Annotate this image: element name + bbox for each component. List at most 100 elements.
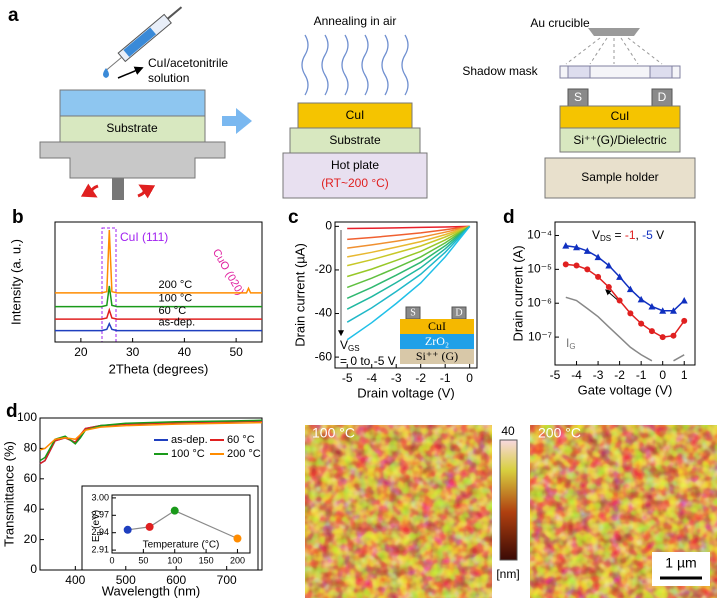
x-tick-label: -4 — [571, 368, 582, 382]
data-point — [233, 534, 242, 543]
legend-entry: 100 °C — [171, 448, 205, 460]
data-point — [583, 247, 591, 254]
y-axis-label: Drain current (A) — [510, 245, 525, 341]
layer-label: Substrate — [329, 133, 381, 147]
data-point — [123, 525, 132, 534]
series-line — [347, 225, 470, 267]
x-tick-label: 400 — [65, 573, 85, 587]
eg-subscript: g — [96, 531, 103, 535]
data-point — [669, 307, 677, 314]
y-tick-label: 10⁻⁴ — [527, 228, 552, 242]
plot-frame — [554, 221, 696, 366]
plot-frame — [111, 494, 251, 554]
y-tick-label: 20 — [24, 532, 38, 546]
series-line — [39, 421, 263, 451]
y-tick-label: 10⁻⁶ — [527, 295, 552, 309]
series-line — [55, 321, 262, 332]
x-tick-label: 0 — [466, 371, 473, 385]
peak-label: CuI (111) — [120, 230, 168, 244]
x-axis-label: Wavelength (nm) — [102, 583, 201, 598]
x-tick-label: 30 — [126, 345, 140, 359]
y-tick-label: 10⁻⁷ — [528, 329, 552, 343]
data-point — [170, 506, 179, 515]
electrode-label: D — [455, 307, 462, 318]
scale-box — [652, 552, 710, 586]
series-line — [565, 296, 685, 362]
vgs-symbol: V — [340, 338, 348, 352]
y-tick-label: -40 — [315, 306, 333, 320]
layer-label: Si⁺⁺ (G) — [416, 349, 458, 363]
panel-label: c — [288, 207, 299, 228]
data-point — [584, 266, 591, 273]
connector — [127, 509, 238, 540]
layer-label: ZrO₂ — [425, 334, 449, 348]
series-line — [346, 225, 471, 310]
y-tick-label: 0 — [325, 219, 332, 233]
layer-label: CuI — [346, 108, 365, 122]
y-axis-label: Intensity (a. u.) — [8, 239, 23, 325]
series-line — [346, 225, 471, 278]
data-point — [562, 261, 569, 268]
panel-label: d — [503, 207, 515, 228]
afm-label: 100 °C — [312, 425, 355, 441]
x-axis-label: Temperature (°C) — [143, 540, 220, 551]
series-line — [39, 419, 263, 462]
x-tick-label: 50 — [138, 555, 148, 565]
data-point — [595, 273, 602, 280]
series-line — [55, 307, 262, 320]
vgs-subscript: GS — [348, 344, 360, 353]
series-line — [346, 225, 471, 289]
legend-entry: 60 °C — [227, 434, 255, 446]
x-tick-label: 50 — [229, 345, 243, 359]
series-line — [347, 225, 470, 241]
series-label: 200 °C — [159, 279, 193, 291]
y-axis-label: Transmittance (%) — [1, 441, 16, 547]
annealing-label: Annealing in air — [314, 14, 397, 28]
layer-label: Hot plate — [331, 158, 379, 172]
x-tick-label: 0 — [109, 555, 114, 565]
spin-coat-schematic — [39, 6, 252, 200]
data-point — [681, 317, 688, 324]
solution-label: solution — [148, 71, 189, 85]
layer-label: Sample holder — [581, 170, 658, 184]
x-tick-label: -3 — [593, 368, 604, 382]
series-line — [347, 225, 470, 258]
legend-entry: -1 — [625, 228, 636, 242]
plot-frame — [334, 221, 478, 369]
legend-entry: 200 °C — [227, 448, 261, 460]
y-tick-label: 2.91 — [91, 544, 109, 554]
crucible-label: Au crucible — [530, 16, 590, 30]
ig-label: IG — [566, 336, 576, 351]
x-tick-label: 0 — [659, 368, 666, 382]
colorbar-unit: [nm] — [496, 567, 519, 581]
data-point — [573, 243, 581, 251]
legend-entry: as-dep. — [171, 434, 208, 446]
device-inset — [400, 306, 474, 364]
data-point — [637, 295, 645, 303]
afm-label: 200 °C — [538, 425, 581, 441]
y-tick-label: 3.00 — [91, 492, 109, 502]
series-line — [346, 225, 471, 341]
series-line — [347, 225, 470, 230]
x-tick-label: -4 — [366, 371, 377, 385]
x-tick-label: -1 — [636, 368, 647, 382]
y-tick-label: 2.97 — [91, 510, 109, 520]
x-tick-label: -2 — [614, 368, 625, 382]
colorbar — [499, 439, 518, 561]
annealing-schematic — [301, 34, 409, 96]
plot-frame — [39, 417, 263, 571]
eg-symbol: E — [91, 535, 102, 542]
substrate-layer — [289, 127, 421, 154]
data-point — [648, 303, 656, 310]
data-point — [605, 284, 612, 291]
vds-sep: , — [636, 228, 643, 242]
layer-label: Substrate — [106, 121, 158, 135]
data-point — [627, 310, 634, 317]
x-tick-label: 700 — [217, 573, 237, 587]
peak-label: CuO (020) — [210, 247, 246, 297]
mask-label: Shadow mask — [462, 64, 538, 78]
x-tick-label: 500 — [116, 573, 136, 587]
y-tick-label: -20 — [315, 262, 333, 276]
data-point — [616, 297, 623, 304]
series-line — [346, 225, 471, 323]
